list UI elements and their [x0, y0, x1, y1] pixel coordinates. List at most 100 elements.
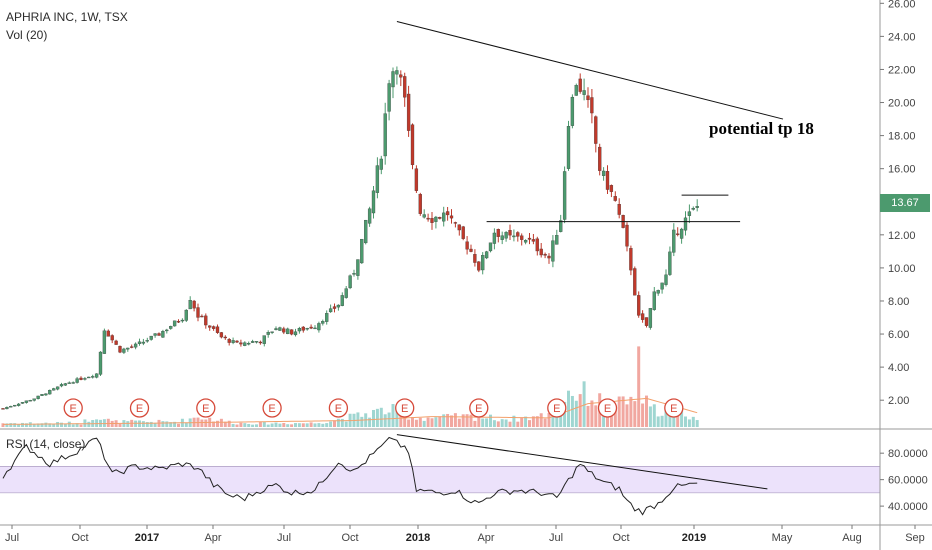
candle-body: [434, 216, 438, 222]
price-tick-label: 6.00: [888, 329, 909, 341]
price-tick-label: 8.00: [888, 296, 909, 308]
earnings-marker[interactable]: E: [129, 398, 150, 418]
candle-body: [254, 341, 259, 343]
candle-body: [640, 313, 645, 320]
volume-bar: [469, 414, 473, 427]
candle-body: [133, 343, 138, 348]
candle-body: [403, 76, 407, 98]
volume-bar: [278, 423, 282, 427]
candle-body: [656, 290, 660, 294]
time-tick-label: Oct: [341, 532, 358, 544]
volume-bar: [44, 422, 48, 427]
candle-body: [410, 124, 415, 166]
earnings-marker-circle: [597, 398, 618, 418]
time-tick-label: Jul: [5, 532, 19, 544]
volume-bar: [637, 346, 641, 427]
volume-bar: [223, 421, 227, 427]
candle-body: [321, 321, 325, 324]
candle-body: [461, 226, 465, 239]
candle-body: [348, 275, 352, 289]
volume-bar: [512, 415, 516, 427]
candle-body: [165, 329, 169, 332]
volume-bar: [477, 417, 481, 427]
candle-body: [477, 261, 481, 271]
candle-body: [687, 211, 692, 216]
rsi-line: [2, 436, 698, 516]
candle-body: [566, 126, 571, 169]
earnings-marker-circle: [547, 398, 567, 418]
volume-bar: [395, 405, 399, 427]
earnings-marker-circle: [395, 398, 415, 418]
volume-bar: [71, 424, 75, 427]
candle-body: [71, 382, 75, 384]
candle-body: [364, 219, 368, 244]
volume-bar: [418, 417, 422, 427]
candle-body: [63, 383, 68, 386]
candle-body: [340, 295, 344, 306]
candle-body: [20, 402, 25, 404]
candle-body: [5, 407, 9, 410]
candle-body: [625, 224, 629, 247]
earnings-marker[interactable]: E: [328, 398, 349, 418]
earnings-marker[interactable]: E: [262, 398, 282, 418]
volume-bar: [161, 421, 165, 427]
candle-body: [590, 97, 594, 114]
volume-bar: [231, 423, 235, 427]
candle-body: [59, 384, 64, 387]
candle-body: [375, 165, 380, 193]
candle-body: [184, 309, 188, 321]
earnings-marker-label: E: [475, 403, 482, 415]
volume-bar: [336, 418, 340, 427]
volume-bar: [204, 419, 208, 427]
volume-bar: [446, 413, 450, 427]
candle-body: [102, 330, 107, 354]
price-tick-label: 22.00: [888, 64, 916, 76]
candle-body: [387, 83, 391, 112]
candle-body: [137, 341, 142, 344]
volume-bar: [567, 390, 570, 427]
candle-body: [594, 116, 598, 144]
candle-body: [481, 255, 485, 271]
earnings-marker[interactable]: E: [395, 398, 415, 418]
volume-bar: [500, 419, 504, 427]
volume-bar: [67, 421, 71, 427]
price-tick-label: 12.00: [888, 230, 916, 242]
volume-bar: [309, 422, 313, 427]
earnings-marker[interactable]: E: [63, 398, 83, 418]
volume-indicator-label[interactable]: Vol (20): [6, 28, 48, 42]
time-tick-label: 2018: [406, 532, 430, 544]
candle-body: [196, 307, 200, 318]
volume-bar: [563, 401, 567, 427]
axis-layer: 2.004.006.008.0010.0012.0014.0016.0018.0…: [5, 0, 928, 544]
volume-bar: [442, 414, 446, 427]
volume-bar: [602, 408, 606, 427]
earnings-marker[interactable]: E: [547, 398, 567, 418]
candle-body: [278, 327, 282, 331]
volume-bar: [520, 417, 524, 427]
candle-body: [676, 233, 680, 235]
candle-body: [414, 168, 419, 191]
earnings-marker[interactable]: E: [597, 398, 618, 418]
earnings-marker[interactable]: E: [664, 398, 684, 418]
candle-body: [445, 211, 450, 216]
volume-bar: [461, 414, 465, 427]
volume-bar: [383, 414, 387, 427]
rsi-tick-label: 40.0000: [888, 501, 928, 513]
volume-bar: [286, 424, 290, 427]
earnings-marker[interactable]: E: [196, 398, 216, 418]
volume-bar: [313, 423, 317, 427]
volume-bar: [52, 423, 56, 427]
candle-body: [426, 217, 430, 220]
volume-bar: [379, 407, 383, 427]
candle-body: [367, 208, 372, 224]
candle-body: [44, 393, 48, 396]
earnings-marker[interactable]: E: [469, 398, 489, 418]
candle-body: [609, 185, 614, 192]
volume-bar: [489, 414, 492, 427]
volume-bar: [266, 424, 270, 427]
rsi-indicator-label[interactable]: RSI (14, close): [6, 437, 86, 451]
candle-body: [211, 326, 216, 329]
candle-body: [110, 335, 114, 341]
volume-bar: [17, 424, 21, 427]
